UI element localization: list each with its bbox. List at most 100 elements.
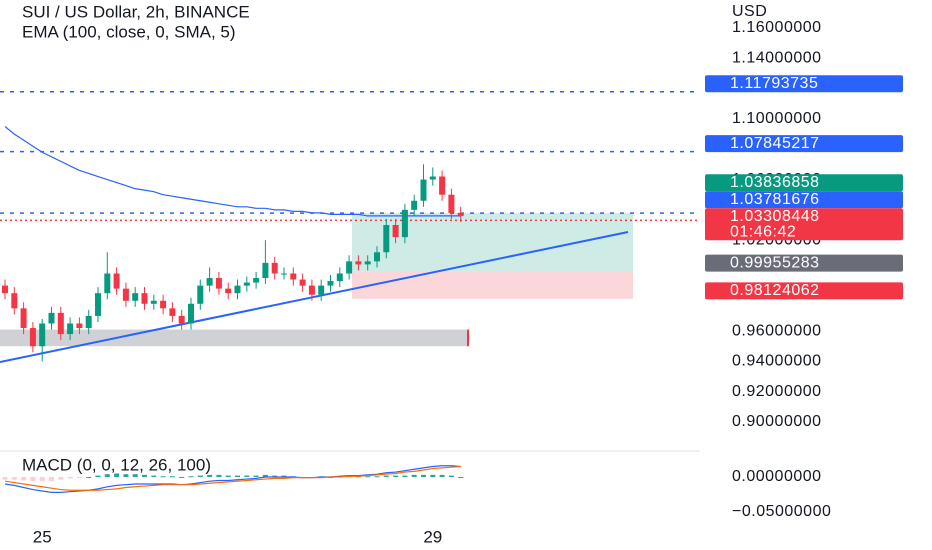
candle-body bbox=[281, 273, 287, 275]
candle-body bbox=[234, 285, 241, 294]
macd-histogram-bar bbox=[374, 476, 380, 478]
candle-body bbox=[401, 209, 408, 238]
price-badge-label: 1.03308448 bbox=[730, 208, 820, 225]
macd-histogram-bar bbox=[188, 476, 194, 478]
candle-body bbox=[383, 225, 390, 253]
candle-body bbox=[141, 293, 148, 304]
countdown-label: 01:46:42 bbox=[730, 223, 796, 240]
price-badge bbox=[705, 174, 903, 192]
macd-histogram-bar bbox=[235, 475, 240, 477]
candle-body bbox=[169, 308, 176, 316]
candle-body bbox=[29, 328, 36, 347]
macd-histogram-bar bbox=[216, 474, 222, 477]
x-tick-label: 25 bbox=[33, 527, 52, 546]
x-tick-label: 29 bbox=[423, 527, 442, 546]
macd-signal-line bbox=[4, 465, 461, 491]
macd-histogram-bar bbox=[160, 476, 166, 478]
candle-body bbox=[215, 278, 222, 289]
macd-y-tick-label: −0.05000000 bbox=[732, 503, 831, 520]
candle-body bbox=[206, 278, 213, 286]
candle-body bbox=[197, 285, 204, 304]
y-tick-label: 1.14000000 bbox=[732, 50, 822, 67]
candle-body bbox=[355, 261, 362, 265]
macd-histogram-bar bbox=[67, 476, 73, 479]
macd-histogram-bar bbox=[95, 475, 101, 477]
candle-body bbox=[67, 323, 74, 335]
macd-histogram-bar bbox=[76, 476, 82, 478]
price-badge bbox=[705, 75, 903, 93]
position-stop bbox=[352, 271, 633, 299]
macd-histogram-bar bbox=[179, 476, 185, 478]
macd-histogram-bar bbox=[421, 474, 426, 477]
y-tick-label: 0.90000000 bbox=[732, 413, 822, 430]
candle-body bbox=[113, 273, 120, 289]
candle-body bbox=[336, 273, 343, 282]
price-badge-label: 1.03836858 bbox=[730, 174, 820, 191]
macd-histogram-bar bbox=[132, 474, 138, 477]
candle-body bbox=[122, 288, 129, 301]
candle-body bbox=[150, 300, 157, 304]
macd-histogram-bar bbox=[39, 476, 45, 482]
candle-body bbox=[188, 303, 194, 324]
candle-body bbox=[392, 225, 399, 238]
candle-body bbox=[160, 300, 167, 309]
macd-histogram-bar bbox=[151, 475, 157, 477]
macd-histogram-bar bbox=[86, 476, 92, 478]
candle-body bbox=[57, 312, 64, 335]
candle-body bbox=[243, 282, 250, 286]
candle-body bbox=[11, 293, 18, 309]
candle-body bbox=[290, 273, 297, 280]
candle-body bbox=[346, 261, 353, 274]
macd-histogram-bar bbox=[2, 476, 8, 480]
candle-body bbox=[178, 315, 185, 324]
candle-body bbox=[439, 176, 446, 195]
macd-histogram-bar bbox=[458, 476, 464, 478]
price-badge-label: 1.11793735 bbox=[730, 75, 818, 92]
macd-histogram-bar bbox=[281, 475, 287, 477]
price-badge bbox=[705, 208, 903, 241]
candle-body bbox=[420, 179, 427, 201]
macd-y-tick-label: 0.00000000 bbox=[732, 468, 822, 485]
macd-histogram-bar bbox=[114, 473, 120, 477]
currency-label: USD bbox=[732, 3, 767, 20]
macd-histogram-bar bbox=[448, 475, 454, 477]
candle-body bbox=[429, 176, 436, 180]
candle-body bbox=[104, 273, 111, 294]
macd-histogram-bar bbox=[11, 476, 17, 480]
macd-histogram-bar bbox=[393, 475, 399, 477]
position-target bbox=[352, 213, 633, 272]
y-tick-label: 0.96000000 bbox=[732, 322, 822, 339]
y-tick-label: 0.92000000 bbox=[732, 383, 822, 400]
price-badge bbox=[705, 135, 903, 153]
candle-body bbox=[327, 281, 334, 286]
macd-histogram-bar bbox=[402, 475, 408, 477]
macd-histogram-bar bbox=[123, 474, 129, 477]
price-badge bbox=[705, 254, 903, 272]
macd-histogram-bar bbox=[21, 476, 27, 481]
candle-body bbox=[48, 312, 55, 324]
trendline bbox=[0, 230, 629, 363]
macd-histogram-bar bbox=[244, 475, 250, 477]
chart-title: SUI / US Dollar, 2h, BINANCE bbox=[22, 2, 250, 21]
candle-body bbox=[448, 194, 455, 213]
macd-title: MACD (0, 0, 12, 26, 100) bbox=[22, 455, 211, 474]
macd-histogram-bar bbox=[142, 474, 147, 477]
candle-body bbox=[2, 285, 8, 294]
candle-body bbox=[308, 285, 315, 295]
macd-histogram-bar bbox=[104, 474, 110, 477]
candle-body bbox=[39, 323, 46, 347]
candle-body bbox=[76, 323, 83, 329]
macd-histogram-bar bbox=[197, 475, 203, 477]
ema-line bbox=[4, 126, 461, 217]
price-badge bbox=[705, 282, 903, 300]
candle-body bbox=[20, 308, 27, 329]
macd-histogram-bar bbox=[383, 475, 389, 477]
candle-body bbox=[271, 262, 278, 274]
price-badge-label: 0.98124062 bbox=[730, 282, 820, 299]
candle-body bbox=[95, 293, 101, 316]
macd-histogram-bar bbox=[253, 475, 259, 477]
price-badge-label: 1.03781676 bbox=[730, 191, 820, 208]
candle-body bbox=[85, 315, 92, 329]
macd-histogram-bar bbox=[30, 476, 36, 482]
